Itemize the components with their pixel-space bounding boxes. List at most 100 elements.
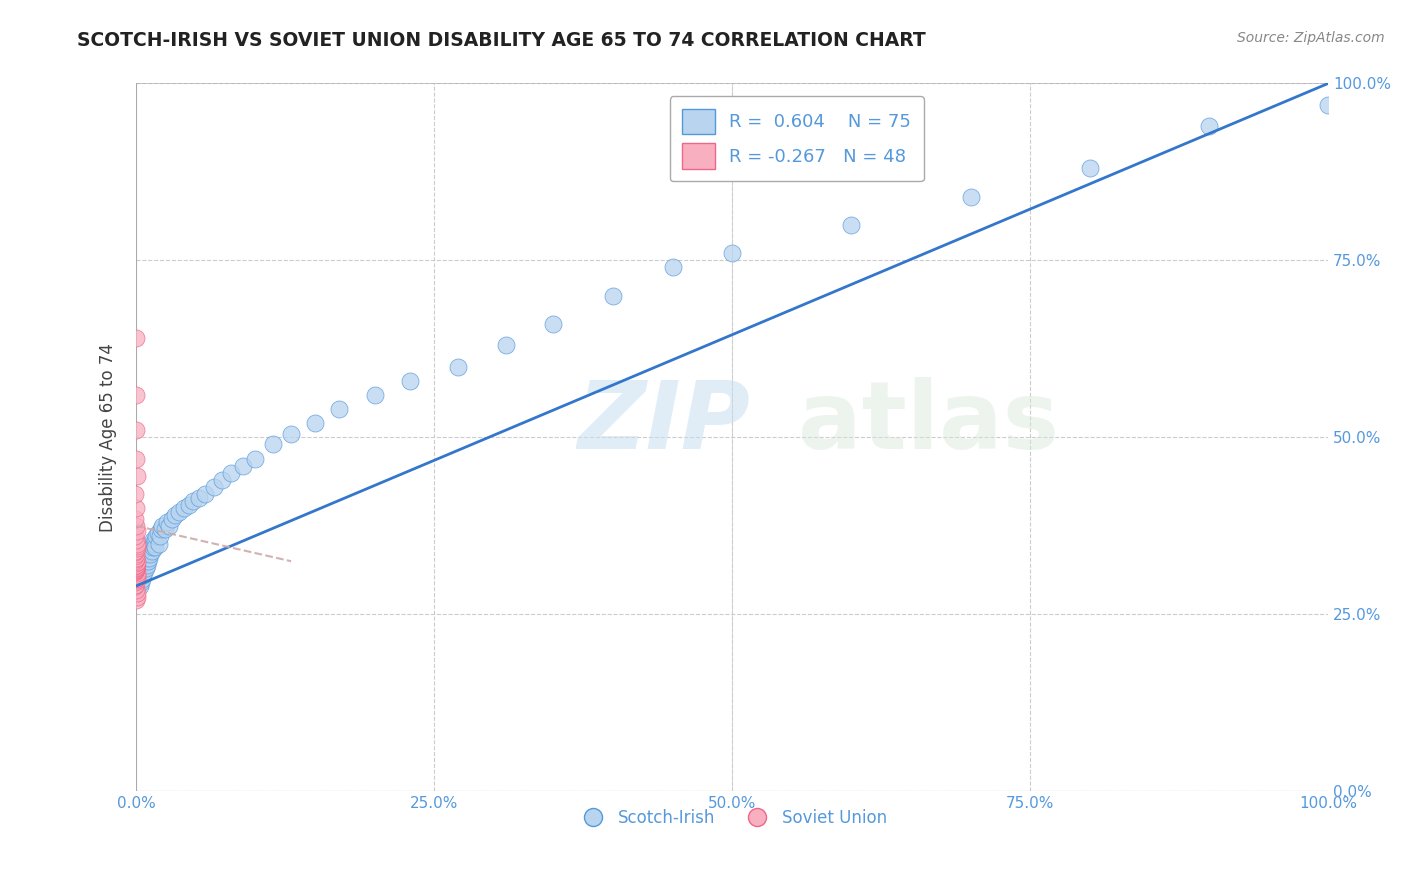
- Point: [211, 473, 233, 487]
- Point: [129, 561, 152, 575]
- Point: [128, 572, 150, 586]
- Point: [142, 540, 165, 554]
- Point: [188, 491, 211, 505]
- Point: [127, 469, 149, 483]
- Point: [447, 359, 470, 374]
- Point: [124, 549, 146, 564]
- Point: [124, 487, 146, 501]
- Point: [661, 260, 683, 275]
- Point: [124, 575, 146, 590]
- Point: [177, 498, 200, 512]
- Point: [135, 550, 157, 565]
- Point: [183, 494, 205, 508]
- Point: [125, 572, 148, 586]
- Point: [150, 522, 173, 536]
- Text: atlas: atlas: [797, 377, 1059, 469]
- Point: [194, 487, 217, 501]
- Point: [139, 540, 162, 554]
- Point: [125, 582, 148, 597]
- Point: [125, 552, 148, 566]
- Point: [136, 547, 159, 561]
- Point: [125, 560, 148, 574]
- Point: [124, 560, 146, 574]
- Point: [125, 561, 148, 575]
- Point: [173, 501, 195, 516]
- Point: [124, 559, 146, 574]
- Point: [280, 426, 302, 441]
- Point: [125, 519, 148, 533]
- Point: [132, 554, 155, 568]
- Point: [124, 388, 146, 402]
- Point: [127, 590, 149, 604]
- Point: [134, 550, 156, 565]
- Text: Source: ZipAtlas.com: Source: ZipAtlas.com: [1237, 31, 1385, 45]
- Point: [125, 562, 148, 576]
- Point: [304, 416, 326, 430]
- Point: [135, 558, 157, 572]
- Point: [153, 522, 176, 536]
- Point: [399, 374, 422, 388]
- Point: [135, 554, 157, 568]
- Point: [221, 466, 243, 480]
- Point: [146, 525, 169, 540]
- Legend: Scotch-Irish, Soviet Union: Scotch-Irish, Soviet Union: [569, 803, 894, 834]
- Point: [543, 317, 565, 331]
- Point: [262, 437, 284, 451]
- Point: [128, 565, 150, 579]
- Point: [124, 579, 146, 593]
- Point: [139, 547, 162, 561]
- Point: [135, 543, 157, 558]
- Text: ZIP: ZIP: [576, 377, 749, 469]
- Point: [124, 577, 146, 591]
- Point: [124, 553, 146, 567]
- Y-axis label: Disability Age 65 to 74: Disability Age 65 to 74: [100, 343, 117, 532]
- Point: [124, 512, 146, 526]
- Point: [138, 550, 160, 565]
- Point: [141, 543, 163, 558]
- Point: [135, 550, 157, 565]
- Point: [124, 569, 146, 583]
- Point: [124, 565, 146, 579]
- Point: [721, 246, 744, 260]
- Point: [129, 568, 152, 582]
- Point: [363, 388, 385, 402]
- Point: [125, 558, 148, 572]
- Point: [128, 568, 150, 582]
- Point: [125, 557, 148, 571]
- Point: [125, 566, 148, 581]
- Point: [124, 533, 146, 547]
- Point: [245, 451, 267, 466]
- Point: [141, 536, 163, 550]
- Point: [150, 519, 173, 533]
- Point: [125, 501, 148, 516]
- Point: [959, 190, 981, 204]
- Point: [125, 555, 148, 569]
- Point: [131, 572, 153, 586]
- Point: [129, 575, 152, 590]
- Point: [124, 545, 146, 559]
- Point: [131, 558, 153, 572]
- Point: [127, 575, 149, 590]
- Text: SCOTCH-IRISH VS SOVIET UNION DISABILITY AGE 65 TO 74 CORRELATION CHART: SCOTCH-IRISH VS SOVIET UNION DISABILITY …: [77, 31, 927, 50]
- Point: [142, 533, 165, 547]
- Point: [143, 533, 166, 547]
- Point: [232, 458, 254, 473]
- Point: [149, 529, 172, 543]
- Point: [134, 558, 156, 572]
- Point: [495, 338, 517, 352]
- Point: [159, 519, 181, 533]
- Point: [156, 516, 179, 530]
- Point: [148, 536, 170, 550]
- Point: [125, 423, 148, 437]
- Point: [128, 579, 150, 593]
- Point: [125, 574, 148, 588]
- Point: [125, 547, 148, 561]
- Point: [125, 593, 148, 607]
- Point: [125, 536, 148, 550]
- Point: [135, 561, 157, 575]
- Point: [143, 540, 166, 554]
- Point: [124, 564, 146, 578]
- Point: [125, 570, 148, 584]
- Point: [132, 568, 155, 582]
- Point: [1078, 161, 1101, 176]
